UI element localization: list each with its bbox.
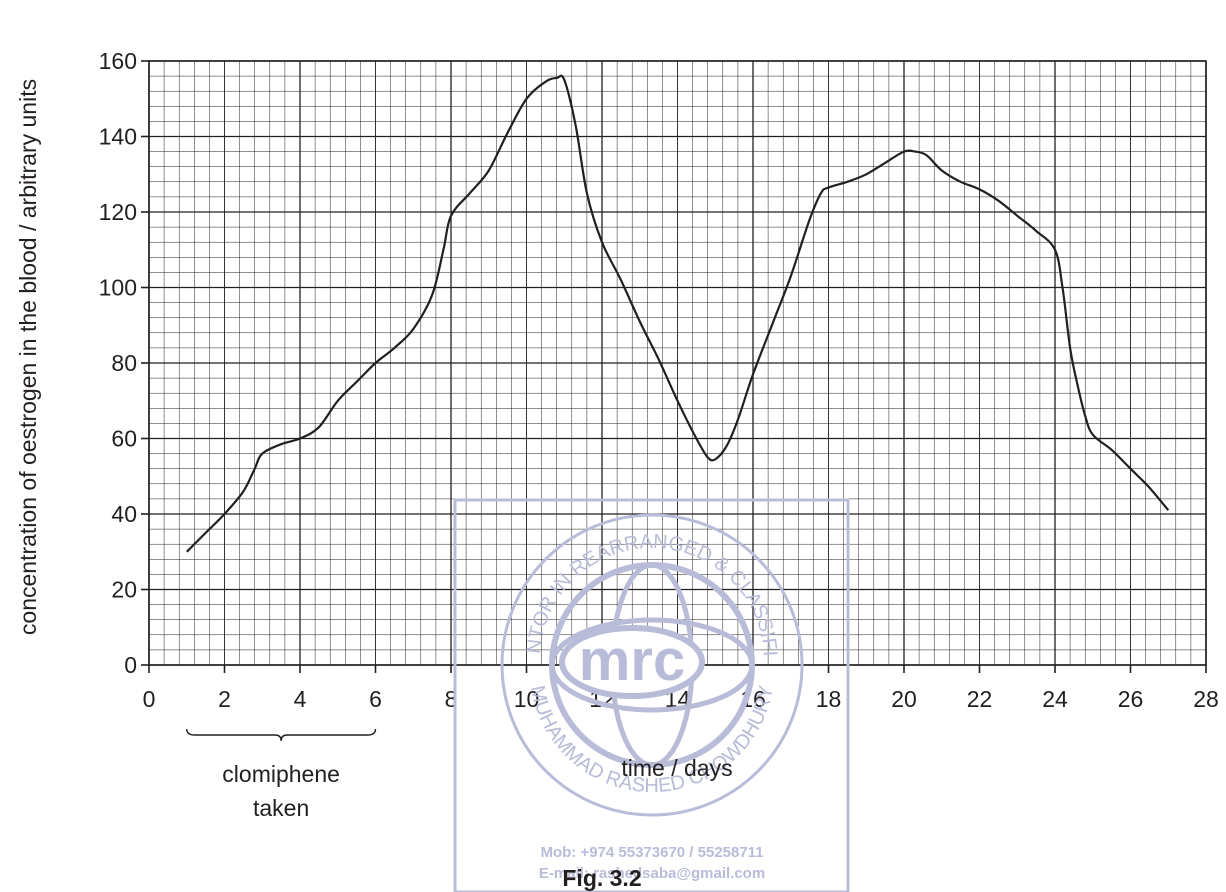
x-tick-label: 26 [1118,686,1144,712]
clomiphene-brace [186,728,377,742]
x-axis-title: time / days [621,755,732,781]
watermark-globe-lat [549,617,755,713]
x-tick-label: 18 [816,686,842,712]
watermark-mob: Mob: +974 55373670 / 55258711 [540,844,763,861]
x-tick-label: 2 [218,686,231,712]
figure-caption: Fig. 3.2 [562,865,641,891]
x-tick-label: 10 [514,686,540,712]
y-tick-label: 80 [111,350,137,376]
x-tick-label: 6 [369,686,382,712]
x-tick-label: 20 [891,686,917,712]
y-tick-label: 100 [99,275,137,301]
y-tick-label: 120 [99,199,137,225]
y-tick-labels: 0 20 40 60 80 100 120 140 160 [99,48,137,678]
watermark-frame [453,498,850,892]
x-tick-label: 0 [143,686,156,712]
y-tick-label: 140 [99,124,137,150]
x-tick-label: 24 [1042,686,1068,712]
y-tick-label: 0 [124,652,137,678]
clomiphene-label-line1: clomiphene [222,761,340,787]
watermark-outer-ring [500,513,804,817]
x-tick-label: 22 [967,686,993,712]
clomiphene-label-line2: taken [253,795,309,821]
x-tick-labels: 0 2 4 6 8 10 12 14 16 18 20 22 24 26 28 [143,686,1219,712]
watermark-logo-text: mrc [579,628,685,693]
y-axis-title: concentration of oestrogen in the blood … [15,79,41,635]
y-tick-label: 40 [111,501,137,527]
oestrogen-series-line [186,74,1170,553]
x-tick-label: 4 [294,686,307,712]
watermark-logo-oval [559,625,705,699]
watermark-email: E-mail: rashedsaba@gmail.com [539,865,765,882]
y-tick-label: 60 [111,426,137,452]
y-tick-label: 160 [99,48,137,74]
x-tick-label: 28 [1193,686,1219,712]
y-tick-label: 20 [111,577,137,603]
